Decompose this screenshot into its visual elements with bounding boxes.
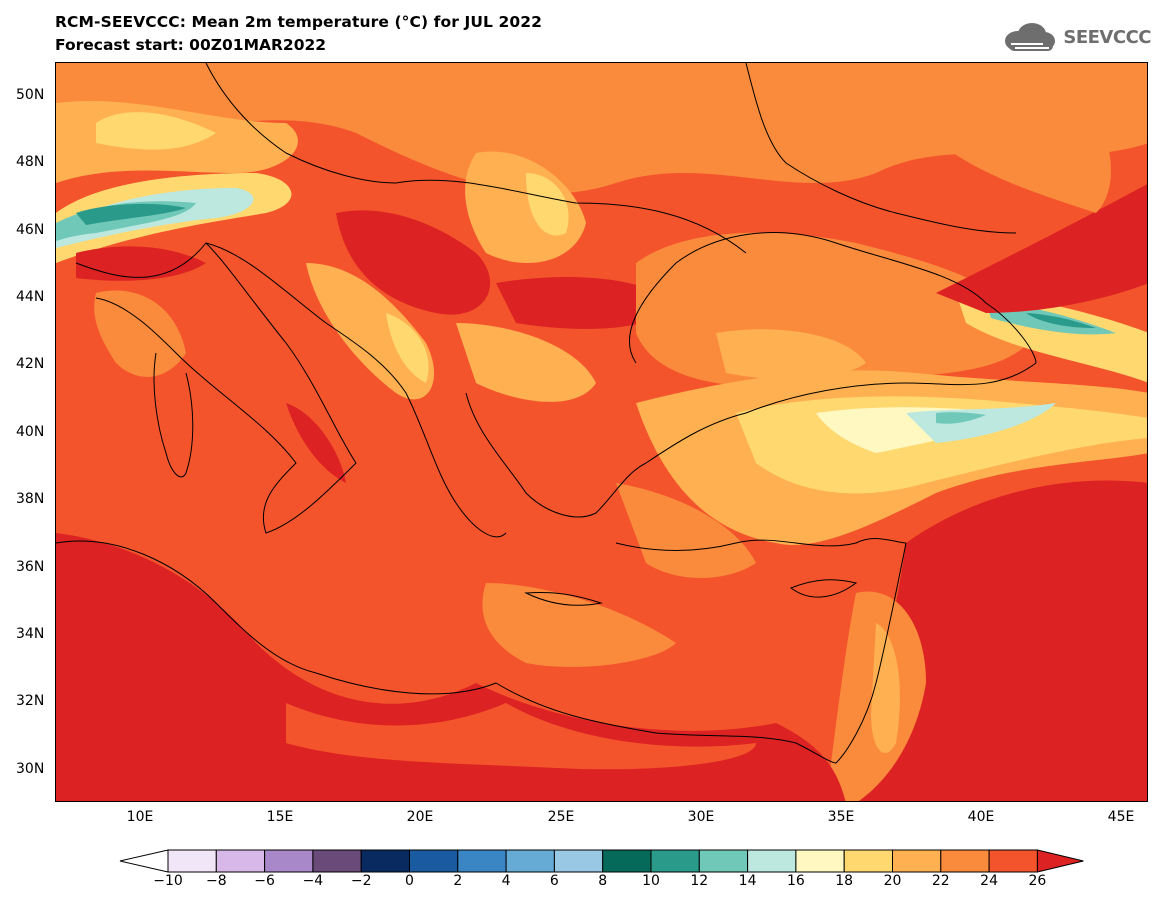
seevccc-logo: SEEVCCC bbox=[1003, 22, 1151, 52]
colorbar-extend-low bbox=[119, 849, 169, 873]
colorbar-tick-label: 4 bbox=[501, 873, 511, 889]
colorbar-tick-label: 20 bbox=[883, 873, 902, 889]
colorbar-swatch bbox=[505, 849, 555, 873]
colorbar bbox=[119, 849, 1084, 873]
colorbar-swatch bbox=[988, 849, 1038, 873]
colorbar-swatch bbox=[312, 849, 362, 873]
colorbar-tick-label: 12 bbox=[690, 873, 709, 889]
lon-label: 20E bbox=[406, 809, 434, 825]
colorbar-tick-label: −8 bbox=[205, 873, 227, 889]
lon-label: 40E bbox=[967, 809, 995, 825]
lat-label: 36N bbox=[16, 559, 45, 575]
cloud-icon bbox=[1005, 23, 1056, 51]
colorbar-swatch bbox=[360, 849, 411, 873]
colorbar-swatch bbox=[602, 849, 652, 873]
colorbar-swatch bbox=[795, 849, 845, 873]
lat-label: 42N bbox=[16, 356, 45, 372]
colorbar-tick-label: 16 bbox=[786, 873, 805, 889]
lat-label: 40N bbox=[16, 424, 45, 440]
colorbar-swatch bbox=[215, 849, 266, 873]
lat-label: 48N bbox=[16, 154, 45, 170]
colorbar-tick-label: 24 bbox=[980, 873, 999, 889]
lat-label: 38N bbox=[16, 491, 45, 507]
colorbar-tick-label: 0 bbox=[405, 873, 414, 889]
colorbar-swatch bbox=[167, 849, 217, 873]
colorbar-extend-high bbox=[1036, 849, 1084, 873]
colorbar-tick-label: 6 bbox=[549, 873, 559, 889]
lon-label: 35E bbox=[827, 809, 855, 825]
lat-label: 34N bbox=[16, 626, 45, 642]
lat-label: 50N bbox=[16, 87, 45, 103]
colorbar-tick-label: 22 bbox=[931, 873, 950, 889]
colorbar-tick-label: 10 bbox=[642, 873, 660, 889]
colorbar-swatch bbox=[843, 849, 894, 873]
colorbar-tick-label: −6 bbox=[254, 873, 275, 889]
colorbar-swatch bbox=[553, 849, 604, 873]
lon-label: 30E bbox=[687, 809, 715, 825]
lat-label: 46N bbox=[16, 222, 45, 238]
colorbar-tick-label: −4 bbox=[302, 873, 324, 889]
colorbar-tick-label: 14 bbox=[738, 873, 757, 889]
colorbar-swatch bbox=[892, 849, 942, 873]
lon-label: 10E bbox=[126, 809, 154, 825]
colorbar-tick-label: 18 bbox=[835, 873, 854, 889]
colorbar-swatch bbox=[698, 849, 749, 873]
coastlines bbox=[56, 63, 1037, 764]
colorbar-tick-label: 26 bbox=[1028, 873, 1047, 889]
temperature-map bbox=[55, 62, 1148, 802]
colorbar-swatch bbox=[264, 849, 314, 873]
lat-label: 44N bbox=[16, 289, 45, 305]
colorbar-swatch bbox=[940, 849, 990, 873]
map-title: RCM-SEEVCCC: Mean 2m temperature (°C) fo… bbox=[55, 13, 543, 31]
colorbar-swatch bbox=[409, 849, 459, 873]
colorbar-swatch bbox=[457, 849, 507, 873]
lon-label: 45E bbox=[1107, 809, 1135, 825]
colorbar-tick-label: 2 bbox=[453, 873, 463, 889]
lon-label: 25E bbox=[547, 809, 575, 825]
map-field bbox=[56, 63, 1147, 801]
logo-text: SEEVCCC bbox=[1063, 26, 1151, 48]
colorbar-swatch bbox=[747, 849, 797, 873]
colorbar-tick-label: −2 bbox=[350, 873, 372, 889]
colorbar-swatch bbox=[650, 849, 700, 873]
map-subtitle: Forecast start: 00Z01MAR2022 bbox=[55, 36, 327, 54]
lat-label: 30N bbox=[16, 761, 45, 777]
lon-label: 15E bbox=[266, 809, 294, 825]
lat-label: 32N bbox=[16, 693, 45, 709]
colorbar-tick-label: −10 bbox=[153, 873, 183, 889]
colorbar-tick-label: 8 bbox=[598, 873, 608, 889]
